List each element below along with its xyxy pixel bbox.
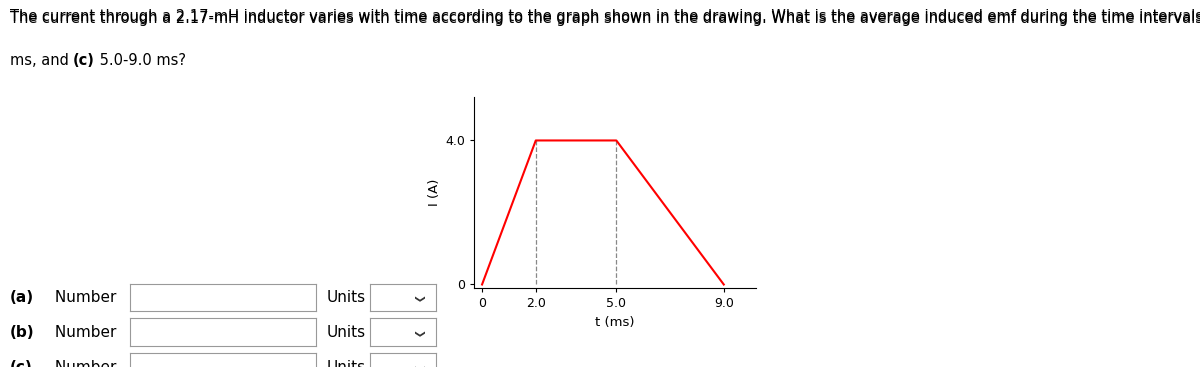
Text: ❯: ❯ — [412, 295, 422, 304]
Text: Number: Number — [50, 290, 116, 305]
Text: (a): (a) — [10, 290, 34, 305]
Text: The current through a 2.17-mH inductor varies with time according to the graph s: The current through a 2.17-mH inductor v… — [10, 11, 1200, 26]
Text: 5.0-9.0 ms?: 5.0-9.0 ms? — [95, 53, 186, 68]
Text: (b): (b) — [10, 325, 35, 339]
Text: ❯: ❯ — [412, 330, 422, 338]
Text: (c): (c) — [73, 53, 95, 68]
Text: Units: Units — [326, 325, 366, 339]
Text: (c): (c) — [10, 360, 32, 367]
Text: The current through a 2.17-mH inductor varies with time according to the graph s: The current through a 2.17-mH inductor v… — [10, 9, 1200, 24]
Y-axis label: I (A): I (A) — [428, 179, 440, 206]
Text: ms, and: ms, and — [10, 53, 73, 68]
Text: Number: Number — [50, 360, 116, 367]
Text: Units: Units — [326, 360, 366, 367]
X-axis label: t (ms): t (ms) — [595, 316, 635, 329]
Text: Units: Units — [326, 290, 366, 305]
Text: ❯: ❯ — [412, 365, 422, 367]
Text: Number: Number — [50, 325, 116, 339]
